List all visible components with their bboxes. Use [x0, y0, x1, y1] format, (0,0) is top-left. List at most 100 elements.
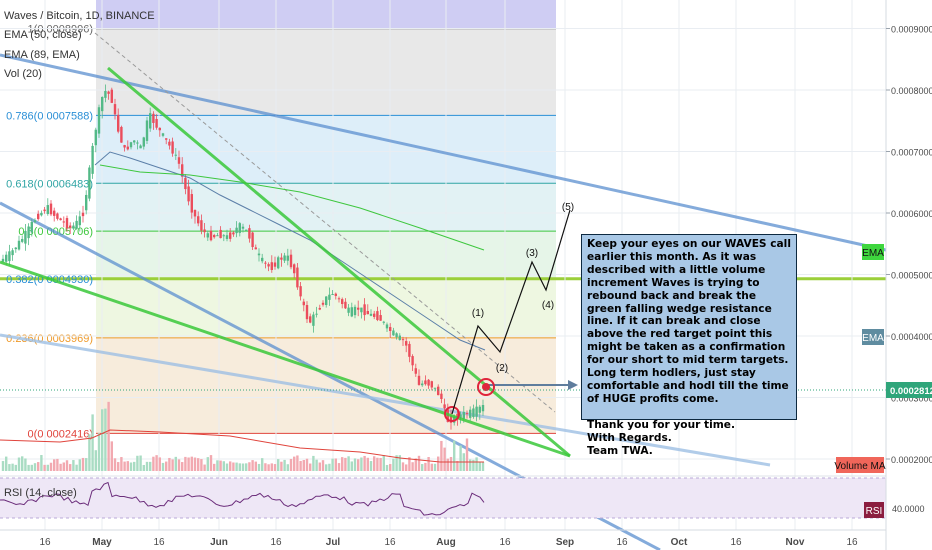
- candle-body: [145, 120, 149, 141]
- volume-bar: [139, 455, 142, 471]
- volume-bar: [222, 461, 225, 471]
- volume-bar: [433, 463, 437, 471]
- volume-bar: [264, 463, 267, 471]
- volume-bar: [53, 459, 56, 471]
- indicator-ema-89[interactable]: EMA (89, EMA): [4, 49, 80, 61]
- candle-body: [113, 104, 117, 115]
- annotation-text-team: Team TWA.: [587, 444, 653, 457]
- volume-bar: [302, 459, 305, 471]
- dashed-trend: [94, 32, 556, 413]
- volume-bar: [318, 462, 321, 471]
- volume-bar: [81, 457, 85, 471]
- candle-body: [347, 307, 350, 313]
- candle-body: [91, 145, 94, 174]
- volume-bar: [91, 414, 94, 471]
- volume-bar: [21, 456, 24, 471]
- candle-body: [8, 251, 11, 262]
- volume-bar: [110, 441, 113, 471]
- candle-body: [443, 404, 446, 409]
- volume-bar: [405, 464, 408, 471]
- volume-bar: [69, 464, 72, 471]
- volume-bar: [235, 462, 238, 471]
- volume-bar: [184, 456, 187, 471]
- candle-body: [75, 220, 78, 229]
- rsi-title: RSI (14, close): [4, 487, 77, 499]
- candle-body: [325, 296, 328, 306]
- indicator-volume[interactable]: Vol (20): [4, 68, 42, 80]
- candle-body: [59, 218, 62, 221]
- rsi-tick-label: 40.0000: [892, 504, 925, 514]
- annotation-callout[interactable]: Keep your eyes on our WAVES call earlier…: [581, 234, 797, 457]
- volume-bar: [232, 462, 235, 471]
- candle-body: [197, 216, 200, 224]
- candle-body: [1, 258, 5, 262]
- candle-body: [385, 324, 389, 329]
- volume-bar: [56, 458, 59, 471]
- volume-bar: [30, 464, 33, 471]
- wedge-lower: [0, 260, 571, 458]
- candle-body: [123, 145, 126, 148]
- symbol-title: Waves / Bitcoin, 1D, BINANCE: [4, 10, 155, 22]
- candle-body: [81, 212, 85, 217]
- candle-body: [213, 235, 216, 238]
- candle-body: [280, 257, 283, 260]
- candle-body: [478, 406, 481, 413]
- volume-bar: [104, 408, 107, 471]
- candle-body: [328, 294, 331, 300]
- candle-body: [155, 118, 158, 128]
- volume-bar: [65, 460, 69, 471]
- volume-bar: [46, 464, 49, 471]
- candle-body: [190, 194, 193, 213]
- candle-body: [440, 393, 443, 400]
- volume-bar: [369, 461, 373, 471]
- candle-body: [46, 205, 49, 214]
- candle-body: [21, 238, 24, 242]
- volume-bar: [248, 462, 251, 471]
- candle-body: [235, 227, 238, 234]
- volume-bar: [481, 462, 485, 471]
- time-tick-label: Nov: [786, 537, 805, 548]
- annotation-text-regards: With Regards.: [587, 431, 672, 444]
- volume-bar: [209, 455, 213, 471]
- volume-bar: [293, 456, 296, 471]
- volume-bar: [385, 464, 389, 471]
- volume-bar: [33, 463, 37, 471]
- volume-bar: [145, 461, 149, 471]
- volume-bar: [270, 463, 273, 471]
- time-tick-label: Oct: [671, 537, 688, 548]
- candle-body: [277, 257, 280, 269]
- volume-bar: [190, 456, 193, 471]
- candle-body: [126, 146, 129, 150]
- volume-bar: [286, 464, 289, 471]
- volume-ma-badge-bg: [836, 457, 884, 473]
- candle-body: [238, 223, 241, 233]
- candle-body: [149, 113, 152, 129]
- current-price-label: 0.0002812: [890, 386, 932, 397]
- candle-body: [318, 307, 321, 310]
- candle-body: [43, 209, 46, 212]
- volume-bar: [1, 461, 5, 471]
- volume-bar: [11, 463, 14, 471]
- current-price-bg: [886, 382, 932, 398]
- time-tick-label: 16: [384, 537, 396, 548]
- candle-body: [168, 141, 171, 146]
- annotation-text-main: Keep your eyes on our WAVES call earlier…: [587, 238, 791, 405]
- volume-bar: [37, 462, 40, 471]
- rsi-line: [0, 481, 485, 516]
- volume-bar: [437, 456, 440, 471]
- volume-bar: [411, 462, 414, 471]
- volume-bar: [392, 458, 395, 471]
- volume-bar: [334, 458, 337, 471]
- volume-bar: [344, 457, 347, 471]
- candle-body: [465, 413, 469, 415]
- candle-body: [37, 213, 40, 220]
- volume-bar: [417, 455, 421, 471]
- volume-bar: [395, 455, 398, 471]
- candle-body: [139, 145, 142, 149]
- indicator-ema-50[interactable]: EMA (50, close): [4, 29, 82, 41]
- annotation-text-thanks: Thank you for your time.: [587, 418, 735, 431]
